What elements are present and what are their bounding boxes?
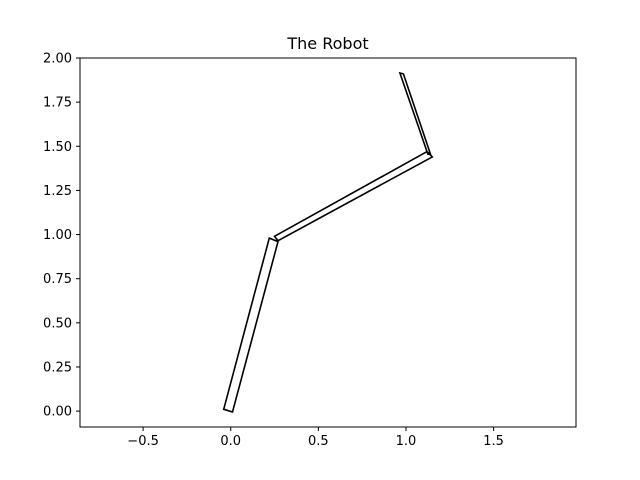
y-tick-label: 0.50 bbox=[43, 316, 72, 331]
y-tick-label: 0.25 bbox=[43, 360, 72, 375]
y-tick-label: 1.25 bbox=[43, 184, 72, 199]
y-tick-label: 0.75 bbox=[43, 272, 72, 287]
x-tick-label: 0.5 bbox=[308, 434, 329, 449]
robot-link-2 bbox=[273, 150, 434, 242]
y-tick-label: 2.00 bbox=[43, 52, 72, 67]
robot-links bbox=[222, 71, 434, 414]
x-tick-label: 1.0 bbox=[396, 434, 417, 449]
y-tick-label: 1.00 bbox=[43, 228, 72, 243]
y-axis: 0.00 0.25 0.50 0.75 1.00 1.25 1.50 1.75 2.00 bbox=[43, 52, 80, 420]
x-tick-label: −0.5 bbox=[127, 434, 159, 449]
x-tick-label: 0.0 bbox=[220, 434, 241, 449]
y-tick-label: 0.00 bbox=[43, 405, 72, 420]
axes-frame bbox=[79, 57, 577, 428]
x-tick-label: 1.5 bbox=[483, 434, 504, 449]
chart-title: The Robot bbox=[286, 34, 368, 53]
x-axis: −0.5 0.0 0.5 1.0 1.5 bbox=[127, 427, 504, 449]
y-tick-label: 1.50 bbox=[43, 140, 72, 155]
robot-link-3 bbox=[398, 71, 432, 155]
y-tick-label: 1.75 bbox=[43, 96, 72, 111]
